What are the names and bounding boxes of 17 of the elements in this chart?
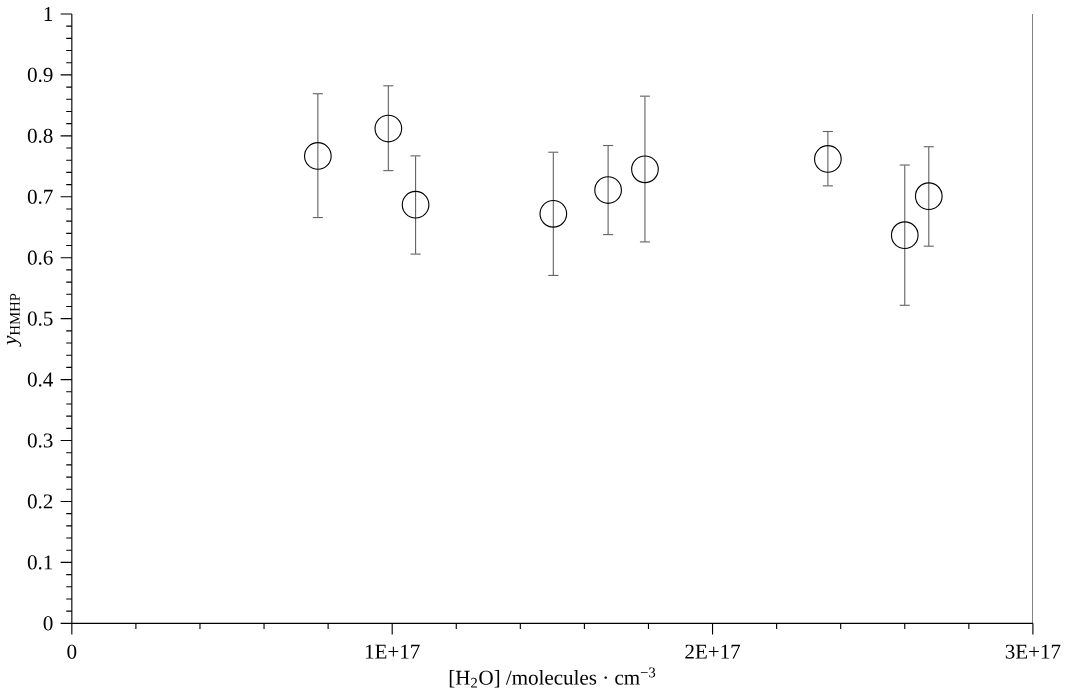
x-tick-label: 2E+17 [685, 644, 741, 659]
y-tick-label: 0.6 [27, 250, 53, 266]
x-axis-title: [H$_{2}$O] /molecules · cm$^{−3}$ [449, 667, 656, 688]
y-tick-label: 0.9 [27, 67, 53, 83]
y-tick-label: 0.4 [27, 372, 54, 387]
x-tick-label: 3E+17 [1005, 644, 1061, 659]
y-tick-label: 0.1 [27, 555, 53, 570]
y-tick-label: 0.3 [27, 433, 53, 448]
y-axis-title: y$_{HMHP}$ [7, 293, 22, 347]
x-tick-label: 1E+17 [365, 644, 420, 659]
x-tick-label: 0 [67, 644, 77, 660]
y-tick-label: 0.7 [27, 189, 53, 205]
y-tick-label: 0.8 [27, 128, 53, 144]
y-tick-label: 0.2 [27, 494, 53, 509]
y-tick-label: 0.5 [27, 311, 53, 326]
y-tick-label: 0 [43, 616, 53, 631]
y-tick-label: 1 [44, 7, 53, 22]
